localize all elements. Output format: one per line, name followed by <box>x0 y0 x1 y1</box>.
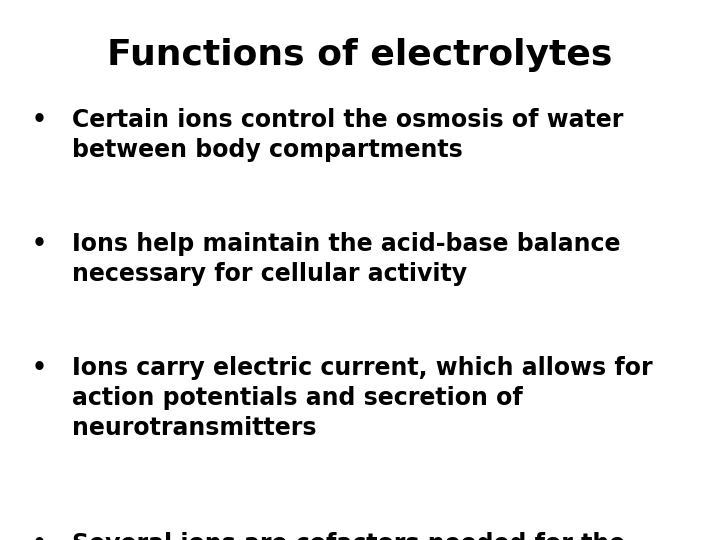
Text: •: • <box>32 356 47 380</box>
Text: •: • <box>32 532 47 540</box>
Text: •: • <box>32 232 47 256</box>
Text: Several ions are cofactors needed for the
optimal activity of enzymes: Several ions are cofactors needed for th… <box>72 532 625 540</box>
Text: Certain ions control the osmosis of water
between body compartments: Certain ions control the osmosis of wate… <box>72 108 624 161</box>
Text: Ions help maintain the acid-base balance
necessary for cellular activity: Ions help maintain the acid-base balance… <box>72 232 621 286</box>
Text: Ions carry electric current, which allows for
action potentials and secretion of: Ions carry electric current, which allow… <box>72 356 652 440</box>
Text: •: • <box>32 108 47 132</box>
Text: Functions of electrolytes: Functions of electrolytes <box>107 38 613 72</box>
